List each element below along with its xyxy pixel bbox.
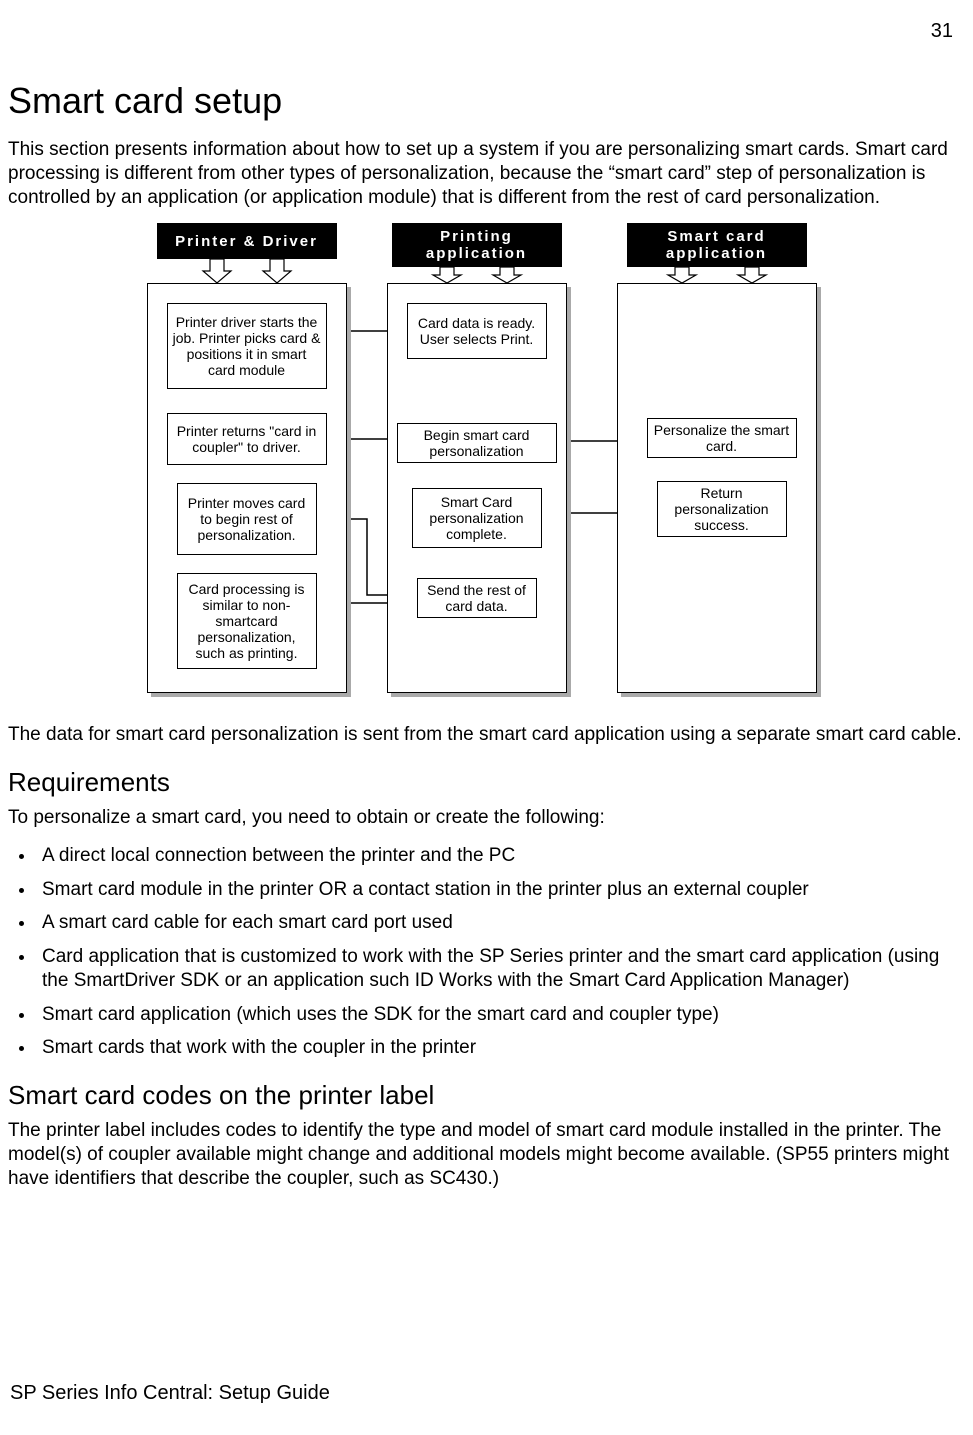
diagram-column-header: Smart card application <box>627 223 807 267</box>
diagram-node: Printer returns "card in coupler" to dri… <box>167 413 327 465</box>
list-item: A smart card cable for each smart card p… <box>36 911 965 935</box>
diagram-node: Smart Card personalization complete. <box>412 488 542 548</box>
diagram-node: Printer moves card to begin rest of pers… <box>177 483 317 555</box>
intro-paragraph: This section presents information about … <box>8 138 965 209</box>
page-title: Smart card setup <box>8 80 965 122</box>
list-item: A direct local connection between the pr… <box>36 844 965 868</box>
list-item: Card application that is customized to w… <box>36 945 965 993</box>
requirements-intro: To personalize a smart card, you need to… <box>8 806 965 830</box>
diagram-node: Begin smart card personalization <box>397 423 557 463</box>
smartcard-flow-diagram: Printer & Driver Printing application Smar… <box>137 223 837 703</box>
list-item: Smart cards that work with the coupler i… <box>36 1036 965 1060</box>
diagram-column-header: Printer & Driver <box>157 223 337 259</box>
diagram-node: Send the rest of card data. <box>417 578 537 618</box>
diagram-node: Personalize the smart card. <box>647 418 797 458</box>
codes-paragraph: The printer label includes codes to iden… <box>8 1119 965 1190</box>
diagram-column-header: Printing application <box>392 223 562 267</box>
diagram-node: Return personalization success. <box>657 481 787 537</box>
codes-heading: Smart card codes on the printer label <box>8 1080 965 1111</box>
footer-text: SP Series Info Central: Setup Guide <box>10 1382 330 1405</box>
after-diagram-paragraph: The data for smart card personalization … <box>8 723 965 747</box>
diagram-node: Card data is ready. User selects Print. <box>407 303 547 359</box>
diagram-node: Printer driver starts the job. Printer p… <box>167 303 327 389</box>
diagram-node: Card processing is similar to non-smartc… <box>177 573 317 669</box>
list-item: Smart card module in the printer OR a co… <box>36 878 965 902</box>
requirements-list: A direct local connection between the pr… <box>8 844 965 1060</box>
list-item: Smart card application (which uses the S… <box>36 1003 965 1027</box>
page: 31 Smart card setup This section present… <box>0 0 973 1435</box>
page-number: 31 <box>931 20 953 43</box>
requirements-heading: Requirements <box>8 767 965 798</box>
